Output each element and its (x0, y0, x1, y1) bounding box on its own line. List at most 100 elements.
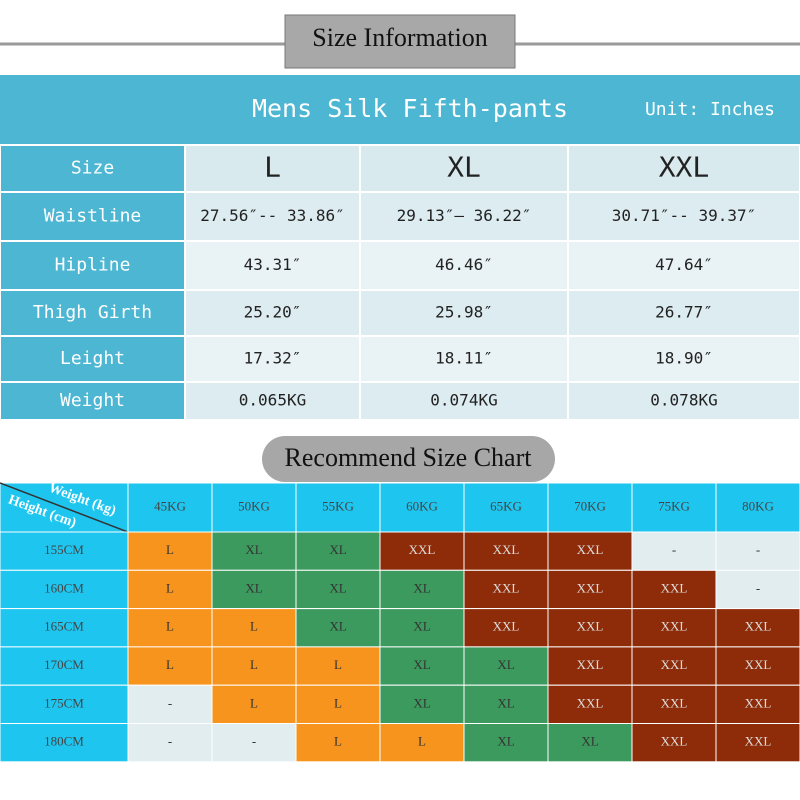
size-cell (715, 531, 800, 571)
row-header-cell (0, 240, 186, 291)
size-value: XXL (577, 542, 604, 557)
weight-label: 80KG (742, 498, 774, 513)
size-value: XL (329, 619, 346, 634)
size-cell (295, 608, 381, 648)
size-value: XL (497, 734, 514, 749)
cell-value: 18.11″ (435, 349, 493, 368)
size-cell (463, 684, 549, 725)
cell-value: 25.20″ (244, 303, 302, 322)
size-value: XL (581, 734, 598, 749)
table-cell (184, 381, 361, 421)
size-cell (379, 531, 465, 571)
size-value: XXL (577, 580, 604, 595)
size-value: XL (245, 542, 262, 557)
size-value: XXL (745, 619, 772, 634)
size-cell (463, 569, 549, 610)
cell-value: 18.90″ (655, 349, 713, 368)
size-value: XXL (661, 695, 688, 710)
size-value: L (166, 657, 174, 672)
size-cell (379, 646, 465, 686)
size-cell (127, 608, 213, 648)
table-cell (359, 381, 569, 421)
size-cell (295, 569, 381, 610)
size-cell (127, 569, 213, 610)
cell-value: 46.46″ (435, 255, 493, 274)
size-value: L (418, 734, 426, 749)
size-value: XXL (577, 657, 604, 672)
size-value: XXL (661, 734, 688, 749)
size-value: XL (497, 657, 514, 672)
size-value: XXL (745, 695, 772, 710)
size-cell (547, 531, 633, 571)
cell-value: 29.13″— 36.22″ (397, 206, 532, 225)
cell-value: 0.065KG (239, 391, 306, 410)
size-header: L (264, 151, 281, 184)
table-cell (359, 335, 569, 383)
size-value: XXL (577, 619, 604, 634)
recommend-pill (262, 436, 555, 482)
size-cell (211, 646, 297, 686)
height-header-cell (0, 684, 129, 725)
corner-diagonal (0, 482, 129, 533)
size-value: L (334, 657, 342, 672)
size-value: XXL (493, 580, 520, 595)
cell-value: 26.77″ (655, 303, 713, 322)
height-label: 155CM (44, 542, 84, 557)
weight-label: 60KG (406, 498, 438, 513)
weight-label: 50KG (238, 498, 270, 513)
size-cell (211, 723, 297, 763)
height-header-cell (0, 723, 129, 763)
table-cell (184, 240, 361, 291)
height-header-cell (0, 608, 129, 648)
size-cell (715, 684, 800, 725)
size-value: L (250, 695, 258, 710)
weight-label: 75KG (658, 498, 690, 513)
size-value: XL (413, 619, 430, 634)
size-value: XXL (661, 619, 688, 634)
table-cell (567, 335, 800, 383)
weight-label: 70KG (574, 498, 606, 513)
table-cell (359, 191, 569, 242)
size-value: L (166, 542, 174, 557)
height-label: 160CM (44, 580, 84, 595)
size-value: - (168, 734, 172, 749)
cell-value: 17.32″ (244, 349, 302, 368)
row-label: Leight (60, 348, 125, 369)
size-value: XXL (577, 695, 604, 710)
header-title: Size Information (312, 23, 487, 52)
row-label: Hipline (55, 255, 131, 276)
height-label: 175CM (44, 695, 84, 710)
size-value: XXL (745, 657, 772, 672)
cell-value: 30.71″-- 39.37″ (612, 206, 757, 225)
size-header: XL (447, 151, 481, 184)
size-value: XL (245, 580, 262, 595)
size-cell (211, 531, 297, 571)
size-cell (547, 684, 633, 725)
table-cell (567, 240, 800, 291)
cell-value: 0.074KG (430, 391, 497, 410)
cell-value: 27.56″-- 33.86″ (200, 206, 345, 225)
size-value: XXL (745, 734, 772, 749)
size-cell (127, 684, 213, 725)
size-value: - (672, 542, 676, 557)
size-value: XXL (493, 619, 520, 634)
size-value: XL (329, 542, 346, 557)
table-cell (359, 240, 569, 291)
table-cell (567, 144, 800, 193)
row-label: Size (71, 158, 114, 179)
size-cell (547, 723, 633, 763)
size-cell (715, 646, 800, 686)
row-label: Waistline (44, 206, 142, 227)
size-value: XL (413, 580, 430, 595)
row-label: Thigh Girth (33, 302, 152, 323)
title-bar (0, 75, 800, 145)
size-cell (631, 531, 717, 571)
size-value: - (756, 580, 760, 595)
size-cell (211, 684, 297, 725)
height-label: 165CM (44, 619, 84, 634)
weight-label: 65KG (490, 498, 522, 513)
size-cell (127, 723, 213, 763)
size-value: L (166, 619, 174, 634)
size-cell (379, 723, 465, 763)
